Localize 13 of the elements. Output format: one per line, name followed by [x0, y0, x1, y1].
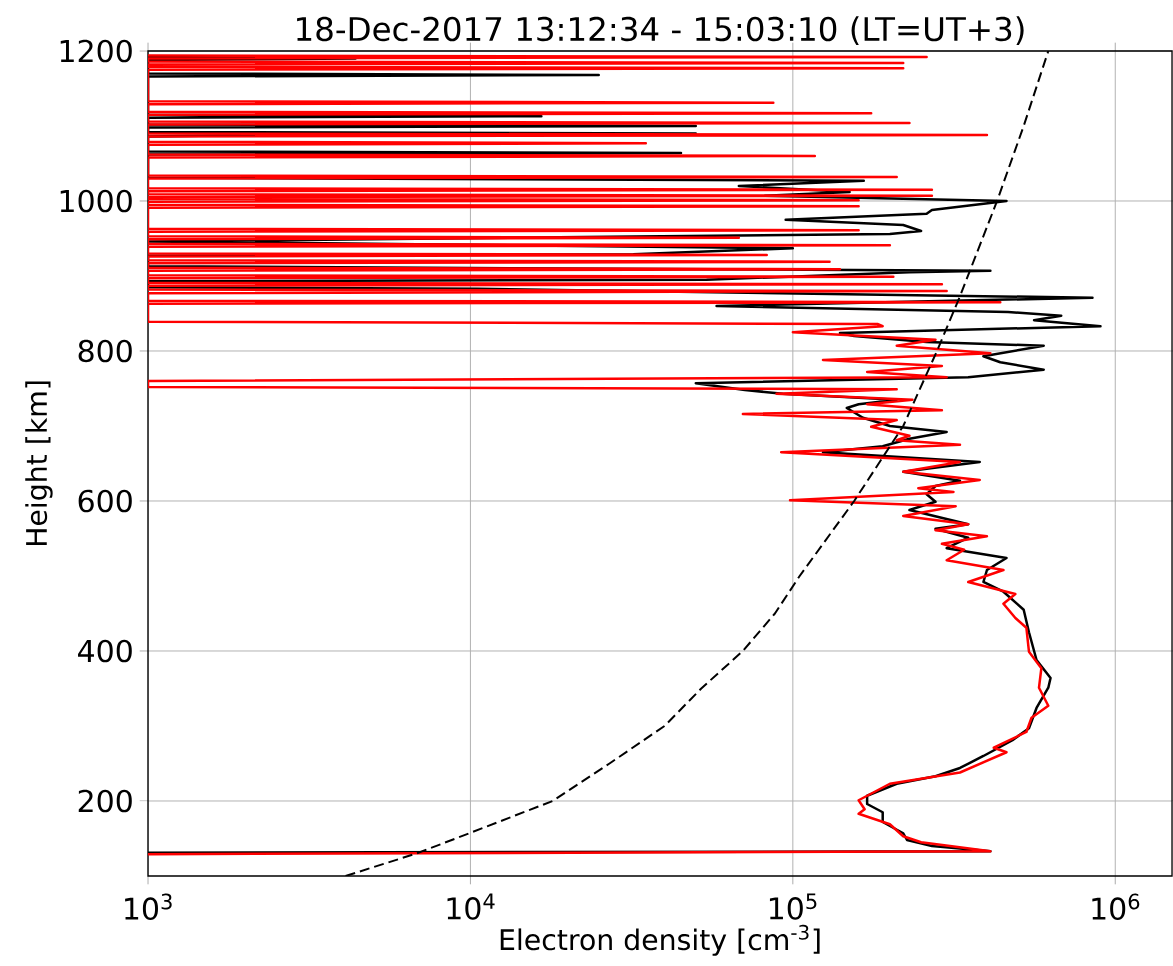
x-tick-label: 10$^{5}$ [769, 893, 817, 920]
y-axis-title: Height [km] [25, 381, 53, 546]
x-tick-label: 10$^{4}$ [447, 893, 495, 920]
y-tick-label: 400 [78, 639, 132, 663]
y-tick-label: 800 [78, 339, 132, 363]
chart-title: 18-Dec-2017 13:12:34 - 15:03:10 (LT=UT+3) [297, 16, 1024, 46]
y-tick-label: 1200 [60, 39, 132, 63]
y-tick-label: 200 [78, 789, 132, 813]
y-tick-label: 1000 [60, 189, 132, 213]
x-axis-title: Electron density [cm$^{-3}$] [500, 924, 820, 956]
x-tick-label: 10$^{6}$ [1092, 893, 1140, 920]
y-tick-label: 600 [78, 489, 132, 513]
x-tick-label: 10$^{3}$ [125, 893, 172, 920]
